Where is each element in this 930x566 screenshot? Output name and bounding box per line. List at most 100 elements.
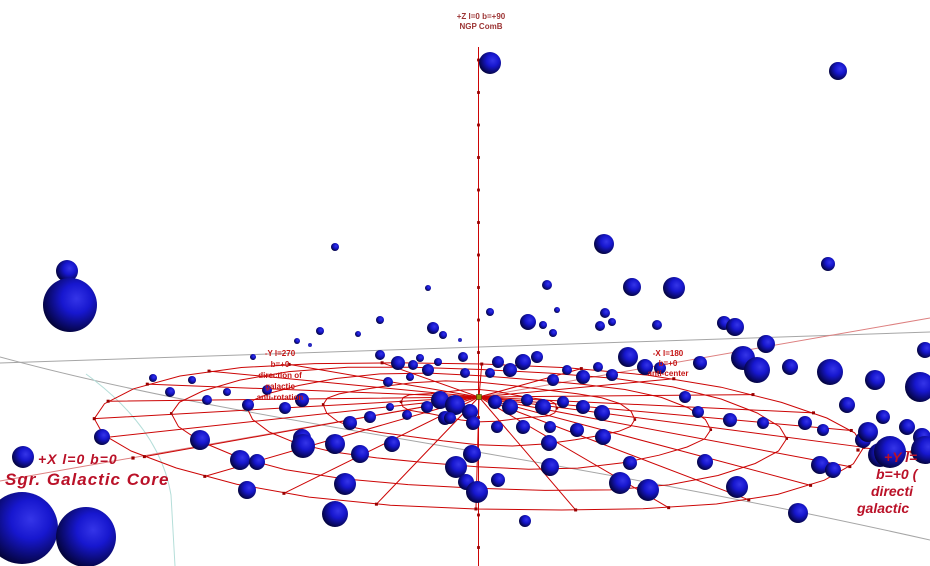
star[interactable] xyxy=(595,321,605,331)
star[interactable] xyxy=(549,329,557,337)
star[interactable] xyxy=(858,422,878,442)
star[interactable] xyxy=(43,278,97,332)
star[interactable] xyxy=(503,363,517,377)
star[interactable] xyxy=(595,429,611,445)
star[interactable] xyxy=(230,450,250,470)
star[interactable] xyxy=(427,322,439,334)
star[interactable] xyxy=(623,278,641,296)
star[interactable] xyxy=(697,454,713,470)
star[interactable] xyxy=(364,411,376,423)
star[interactable] xyxy=(726,318,744,336)
star[interactable] xyxy=(488,395,502,409)
star[interactable] xyxy=(593,362,603,372)
star[interactable] xyxy=(355,331,361,337)
star[interactable] xyxy=(238,481,256,499)
star[interactable] xyxy=(623,456,637,470)
star[interactable] xyxy=(458,352,468,362)
star[interactable] xyxy=(149,374,157,382)
star[interactable] xyxy=(829,62,847,80)
star[interactable] xyxy=(502,399,518,415)
star[interactable] xyxy=(542,280,552,290)
star[interactable] xyxy=(434,358,442,366)
star[interactable] xyxy=(343,416,357,430)
star[interactable] xyxy=(594,405,610,421)
star[interactable] xyxy=(375,350,385,360)
star[interactable] xyxy=(562,365,572,375)
star[interactable] xyxy=(544,421,556,433)
star[interactable] xyxy=(325,434,345,454)
star[interactable] xyxy=(422,364,434,376)
star[interactable] xyxy=(811,456,829,474)
star[interactable] xyxy=(652,320,662,330)
star[interactable] xyxy=(94,429,110,445)
star[interactable] xyxy=(479,52,501,74)
star[interactable] xyxy=(466,416,480,430)
star[interactable] xyxy=(541,458,559,476)
star[interactable] xyxy=(609,472,631,494)
star[interactable] xyxy=(917,342,930,358)
star[interactable] xyxy=(445,395,465,415)
star[interactable] xyxy=(798,416,812,430)
star[interactable] xyxy=(408,360,418,370)
star[interactable] xyxy=(637,479,659,501)
star[interactable] xyxy=(519,515,531,527)
star[interactable] xyxy=(485,368,495,378)
star[interactable] xyxy=(188,376,196,384)
star[interactable] xyxy=(376,316,384,324)
star[interactable] xyxy=(316,327,324,335)
star[interactable] xyxy=(744,357,770,383)
star[interactable] xyxy=(521,394,533,406)
star[interactable] xyxy=(757,417,769,429)
star[interactable] xyxy=(541,435,557,451)
star[interactable] xyxy=(654,362,666,374)
star[interactable] xyxy=(600,308,610,318)
star[interactable] xyxy=(249,454,265,470)
star[interactable] xyxy=(723,413,737,427)
star[interactable] xyxy=(202,395,212,405)
star[interactable] xyxy=(486,308,494,316)
star[interactable] xyxy=(876,410,890,424)
star[interactable] xyxy=(56,260,78,282)
star[interactable] xyxy=(576,370,590,384)
star[interactable] xyxy=(462,404,478,420)
star[interactable] xyxy=(279,402,291,414)
star[interactable] xyxy=(539,321,547,329)
star[interactable] xyxy=(262,385,272,395)
star[interactable] xyxy=(576,400,590,414)
star[interactable] xyxy=(416,354,424,362)
star[interactable] xyxy=(294,338,300,344)
star[interactable] xyxy=(692,406,704,418)
star[interactable] xyxy=(460,368,470,378)
star[interactable] xyxy=(383,377,393,387)
star[interactable] xyxy=(726,476,748,498)
star[interactable] xyxy=(839,397,855,413)
star[interactable] xyxy=(250,354,256,360)
star[interactable] xyxy=(351,445,369,463)
star[interactable] xyxy=(444,412,456,424)
star[interactable] xyxy=(515,354,531,370)
star[interactable] xyxy=(637,359,653,375)
star[interactable] xyxy=(874,436,906,468)
star[interactable] xyxy=(491,421,503,433)
star[interactable] xyxy=(492,356,504,368)
star[interactable] xyxy=(391,356,405,370)
star[interactable] xyxy=(547,374,559,386)
star[interactable] xyxy=(679,391,691,403)
star[interactable] xyxy=(570,423,584,437)
star[interactable] xyxy=(535,399,551,415)
star[interactable] xyxy=(242,399,254,411)
star[interactable] xyxy=(531,351,543,363)
star[interactable] xyxy=(606,369,618,381)
star[interactable] xyxy=(308,343,312,347)
star[interactable] xyxy=(0,492,58,564)
star[interactable] xyxy=(463,445,481,463)
star[interactable] xyxy=(322,501,348,527)
star[interactable] xyxy=(557,396,569,408)
star[interactable] xyxy=(331,243,339,251)
star[interactable] xyxy=(384,436,400,452)
star[interactable] xyxy=(439,331,447,339)
star[interactable] xyxy=(520,314,536,330)
star[interactable] xyxy=(402,410,412,420)
star[interactable] xyxy=(291,434,315,458)
